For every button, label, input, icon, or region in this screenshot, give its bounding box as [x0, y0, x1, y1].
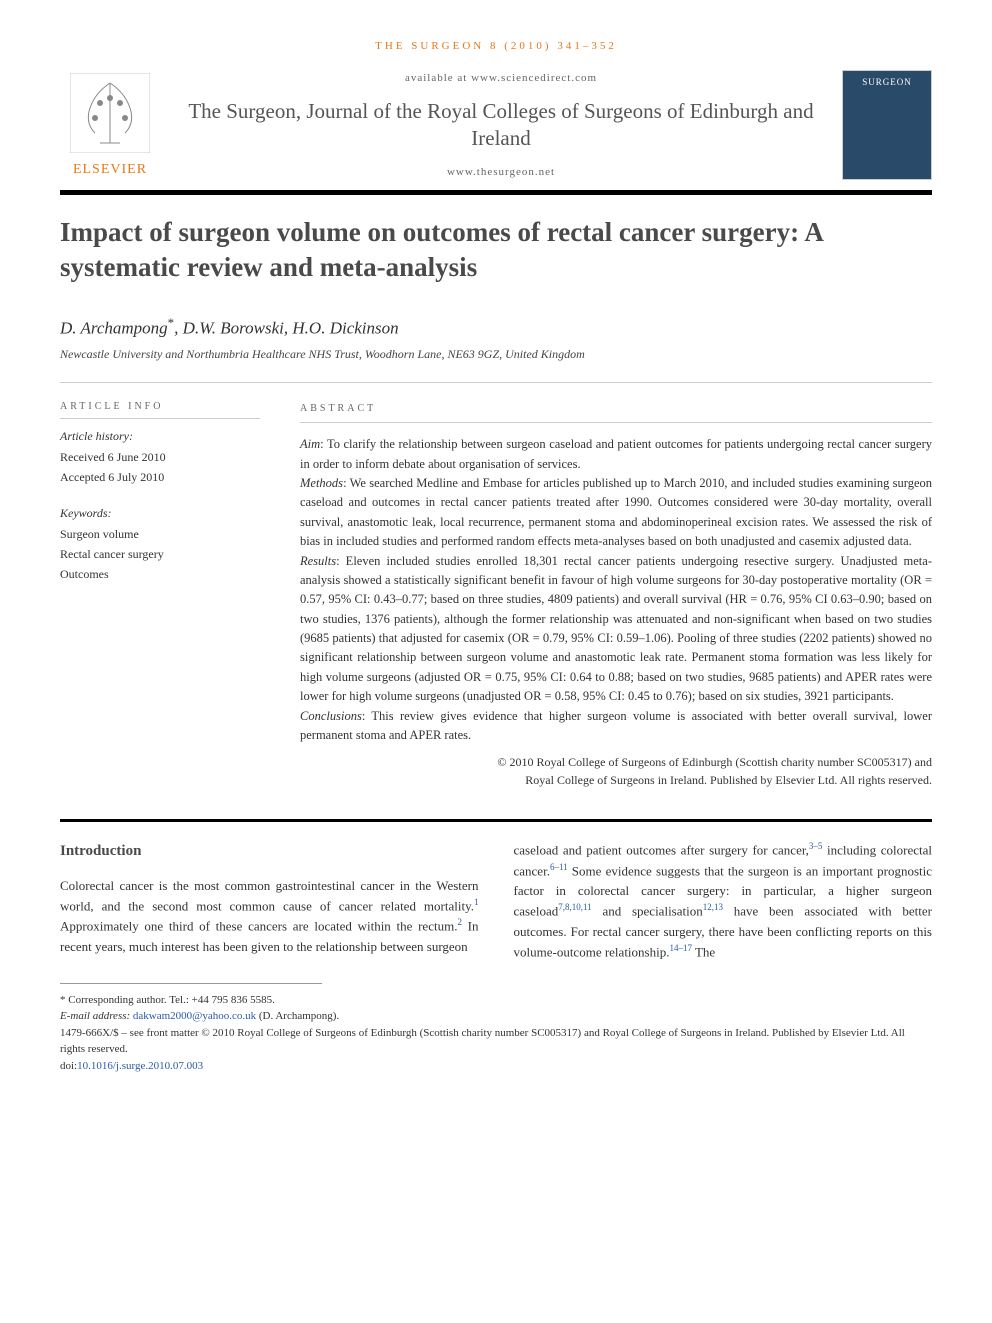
elsevier-logo: ELSEVIER — [60, 73, 160, 178]
ref-3-5[interactable]: 3–5 — [809, 841, 823, 851]
copyright: © 2010 Royal College of Surgeons of Edin… — [300, 753, 932, 789]
elsevier-tree-icon — [70, 73, 150, 153]
email-line: E-mail address: dakwam2000@yahoo.co.uk (… — [60, 1008, 932, 1025]
aim-text: : To clarify the relationship between su… — [300, 437, 932, 470]
abstract-conclusions: Conclusions: This review gives evidence … — [300, 707, 932, 746]
corresp-label: * Corresponding author. — [60, 994, 167, 1006]
info-abstract-row: ARTICLE INFO Article history: Received 6… — [60, 401, 932, 790]
journal-cover-title: SURGEON — [843, 71, 931, 87]
journal-url: www.thesurgeon.net — [180, 166, 822, 178]
copyright-line-2: Royal College of Surgeons in Ireland. Pu… — [300, 771, 932, 789]
col2-text-d: and specialisation — [592, 904, 703, 919]
keywords-label: Keywords: — [60, 506, 260, 521]
intro-paragraph-cont: caseload and patient outcomes after surg… — [514, 840, 933, 962]
doi-label: doi: — [60, 1060, 77, 1072]
article-history: Article history: Received 6 June 2010 Ac… — [60, 429, 260, 486]
article-title: Impact of surgeon volume on outcomes of … — [60, 215, 932, 285]
accepted-date: Accepted 6 July 2010 — [60, 468, 260, 486]
footnotes: * Corresponding author. Tel.: +44 795 83… — [60, 992, 932, 1075]
abstract-methods: Methods: We searched Medline and Embase … — [300, 474, 932, 552]
keyword-2: Rectal cancer surgery — [60, 545, 260, 563]
intro-paragraph-1: Colorectal cancer is the most common gas… — [60, 876, 479, 957]
corresp-tel: Tel.: +44 795 836 5585. — [167, 994, 275, 1006]
ref-12-13[interactable]: 12,13 — [703, 902, 723, 912]
corresponding-author: * Corresponding author. Tel.: +44 795 83… — [60, 992, 932, 1009]
email-label: E-mail address: — [60, 1010, 133, 1022]
ref-7-8-10-11[interactable]: 7,8,10,11 — [558, 902, 591, 912]
keywords: Keywords: Surgeon volume Rectal cancer s… — [60, 506, 260, 583]
methods-label: Methods — [300, 476, 343, 490]
history-label: Article history: — [60, 429, 260, 444]
authors-rest: , D.W. Borowski, H.O. Dickinson — [174, 319, 398, 338]
keyword-1: Surgeon volume — [60, 525, 260, 543]
conclusions-text: : This review gives evidence that higher… — [300, 709, 932, 742]
available-at: available at www.sciencedirect.com — [180, 72, 822, 84]
keyword-3: Outcomes — [60, 565, 260, 583]
received-date: Received 6 June 2010 — [60, 448, 260, 466]
body-column-right: caseload and patient outcomes after surg… — [514, 840, 933, 962]
title-bar — [60, 190, 932, 195]
methods-text: : We searched Medline and Embase for art… — [300, 476, 932, 548]
conclusions-label: Conclusions — [300, 709, 362, 723]
results-text: : Eleven included studies enrolled 18,30… — [300, 554, 932, 704]
affiliation: Newcastle University and Northumbria Hea… — [60, 347, 932, 362]
journal-cover-thumbnail: SURGEON — [842, 70, 932, 180]
col2-text-f: The — [692, 944, 715, 959]
abstract-results: Results: Eleven included studies enrolle… — [300, 552, 932, 707]
footer-divider — [60, 983, 322, 984]
authors: D. Archampong*, D.W. Borowski, H.O. Dick… — [60, 315, 932, 339]
doi-link[interactable]: 10.1016/j.surge.2010.07.003 — [77, 1060, 203, 1072]
body-column-left: Introduction Colorectal cancer is the mo… — [60, 840, 479, 962]
header-center: available at www.sciencedirect.com The S… — [160, 72, 842, 179]
journal-title: The Surgeon, Journal of the Royal Colleg… — [180, 98, 822, 153]
info-divider — [60, 382, 932, 383]
elsevier-wordmark: ELSEVIER — [60, 162, 160, 178]
body-divider — [60, 819, 932, 822]
article-info: ARTICLE INFO Article history: Received 6… — [60, 401, 260, 790]
abstract: ABSTRACT Aim: To clarify the relationshi… — [300, 401, 932, 790]
aim-label: Aim — [300, 437, 320, 451]
copyright-line-1: © 2010 Royal College of Surgeons of Edin… — [300, 753, 932, 771]
intro-text-b: Approximately one third of these cancers… — [60, 919, 457, 934]
intro-text-a: Colorectal cancer is the most common gas… — [60, 878, 479, 913]
doi-line: doi:10.1016/j.surge.2010.07.003 — [60, 1058, 932, 1075]
email-link[interactable]: dakwam2000@yahoo.co.uk — [133, 1010, 256, 1022]
introduction-heading: Introduction — [60, 840, 479, 863]
article-info-header: ARTICLE INFO — [60, 401, 260, 419]
col2-text-a: caseload and patient outcomes after surg… — [514, 843, 809, 858]
author-1: D. Archampong — [60, 319, 168, 338]
ref-14-17[interactable]: 14–17 — [669, 943, 692, 953]
running-citation: THE SURGEON 8 (2010) 341–352 — [60, 40, 932, 52]
journal-header: ELSEVIER available at www.sciencedirect.… — [60, 70, 932, 180]
issn-copyright: 1479-666X/$ – see front matter © 2010 Ro… — [60, 1025, 932, 1058]
abstract-header: ABSTRACT — [300, 401, 932, 424]
ref-6-11[interactable]: 6–11 — [550, 862, 568, 872]
body-columns: Introduction Colorectal cancer is the mo… — [60, 840, 932, 962]
abstract-aim: Aim: To clarify the relationship between… — [300, 435, 932, 474]
results-label: Results — [300, 554, 336, 568]
email-name: (D. Archampong). — [256, 1010, 339, 1022]
ref-1[interactable]: 1 — [474, 897, 479, 907]
